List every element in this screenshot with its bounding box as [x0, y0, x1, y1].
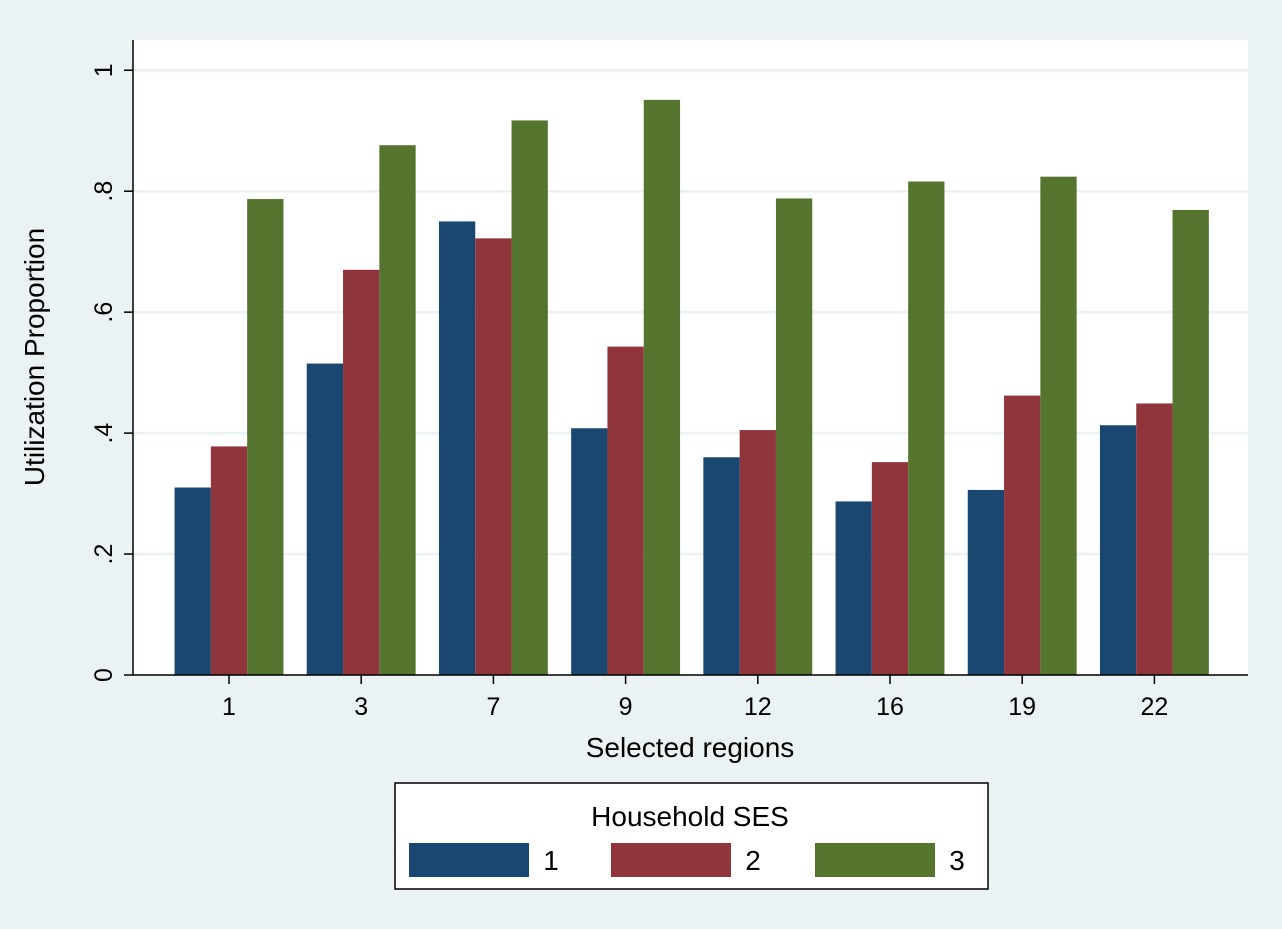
x-tick-label: 12 — [744, 693, 772, 721]
bar-16-ses-3 — [908, 181, 945, 675]
bar-7-ses-3 — [511, 120, 548, 675]
legend-swatch-2 — [611, 843, 731, 877]
x-axis-title: Selected regions — [586, 732, 795, 763]
bar-22-ses-3 — [1172, 209, 1209, 675]
x-tick-label: 22 — [1140, 693, 1168, 721]
bar-19-ses-1 — [967, 489, 1005, 675]
legend: Household SES 1 2 3 — [394, 782, 989, 890]
x-tick-label: 7 — [486, 693, 500, 721]
legend-title: Household SES — [591, 801, 789, 832]
bar-1-ses-2 — [210, 446, 248, 675]
y-tick-label: 1 — [90, 63, 118, 77]
bar-7-ses-1 — [438, 221, 476, 675]
legend-label-1: 1 — [543, 845, 559, 876]
y-tick-label: .6 — [90, 302, 118, 323]
bar-9-ses-1 — [571, 428, 608, 675]
bar-9-ses-3 — [643, 99, 681, 675]
y-axis-title: Utilization Proportion — [19, 228, 50, 486]
y-tick-label: .8 — [90, 181, 118, 202]
x-tick-label: 16 — [876, 693, 904, 721]
bars — [174, 99, 1209, 676]
y-tick-label: .4 — [90, 423, 118, 444]
bar-19-ses-3 — [1040, 176, 1077, 675]
plot-area — [133, 40, 1248, 675]
x-ticks: 1 3 7 9 12 16 19 22 — [222, 675, 1168, 721]
legend-swatch-1 — [409, 843, 529, 877]
x-tick-label: 1 — [222, 693, 236, 721]
bar-19-ses-2 — [1004, 395, 1041, 675]
bar-16-ses-2 — [871, 462, 909, 675]
y-ticks: 0 .2 .4 .6 .8 1 — [90, 63, 133, 682]
legend-label-2: 2 — [745, 845, 761, 876]
bar-12-ses-2 — [739, 430, 776, 675]
bar-3-ses-2 — [343, 269, 380, 675]
x-tick-label: 3 — [354, 693, 368, 721]
y-tick-label: 0 — [90, 668, 118, 682]
bar-16-ses-1 — [835, 501, 872, 675]
bar-7-ses-2 — [475, 238, 512, 675]
bar-3-ses-1 — [306, 363, 344, 675]
bar-1-ses-3 — [247, 199, 284, 676]
bar-3-ses-3 — [379, 145, 416, 675]
x-tick-label: 19 — [1008, 693, 1036, 721]
bar-12-ses-1 — [703, 457, 740, 675]
legend-label-3: 3 — [949, 845, 965, 876]
bar-22-ses-2 — [1136, 403, 1173, 675]
y-tick-label: .2 — [90, 544, 118, 565]
legend-items: 1 2 3 — [409, 843, 965, 877]
bar-1-ses-1 — [174, 487, 211, 675]
bar-22-ses-1 — [1099, 425, 1137, 675]
bar-9-ses-2 — [607, 346, 644, 675]
legend-swatch-3 — [815, 843, 935, 877]
x-tick-label: 9 — [619, 693, 633, 721]
axes — [132, 40, 1248, 676]
bar-12-ses-3 — [775, 198, 813, 675]
